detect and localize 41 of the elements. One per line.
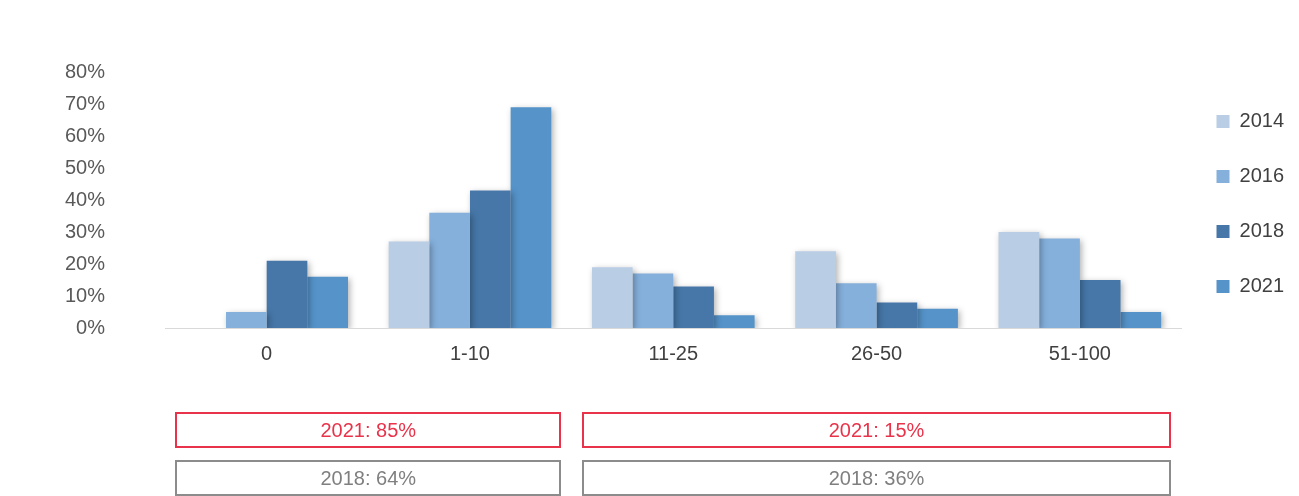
- text: 2018: 36%: [581, 460, 1172, 496]
- y-tick-label: 30%: [65, 219, 106, 242]
- y-tick-label: 50%: [65, 155, 106, 178]
- legend-label: 2021: [1239, 274, 1285, 297]
- bar: [469, 190, 511, 328]
- y-tick-label: 40%: [65, 187, 106, 210]
- text: 2021: 85%: [175, 412, 562, 448]
- legend-label: 2016: [1239, 164, 1285, 187]
- bar: [1079, 280, 1121, 328]
- bar: [795, 251, 836, 328]
- text: 2021: 15%: [581, 412, 1172, 448]
- bar: [673, 286, 714, 328]
- y-tick-label: 70%: [65, 91, 106, 114]
- bar: [307, 276, 348, 328]
- x-tick-label: 0: [261, 341, 273, 364]
- x-tick-label: 1-10: [449, 341, 490, 364]
- x-tick-label: 26-50: [850, 341, 903, 364]
- bar: [1039, 238, 1080, 328]
- x-tick-label: 51-100: [1048, 341, 1111, 364]
- bar: [591, 267, 633, 328]
- bar: [998, 232, 1040, 328]
- bar: [388, 241, 430, 328]
- bar: [266, 260, 308, 328]
- legend-label: 2018: [1239, 219, 1285, 242]
- bar: [876, 302, 918, 328]
- y-tick-label: 0%: [76, 315, 106, 338]
- y-tick-label: 80%: [65, 59, 106, 82]
- x-tick-label: 11-25: [648, 341, 699, 364]
- bar: [713, 315, 755, 328]
- bar: [510, 107, 552, 328]
- bar: [1120, 312, 1162, 328]
- text: 2018: 64%: [175, 460, 562, 496]
- bar: [835, 283, 877, 328]
- bar: [429, 212, 470, 328]
- y-tick-label: 60%: [65, 123, 106, 146]
- y-tick-label: 10%: [65, 283, 106, 306]
- bar: [632, 273, 674, 328]
- bar: [226, 312, 267, 328]
- legend-label: 2014: [1239, 109, 1285, 132]
- y-tick-label: 20%: [65, 251, 106, 274]
- bar: [917, 308, 958, 328]
